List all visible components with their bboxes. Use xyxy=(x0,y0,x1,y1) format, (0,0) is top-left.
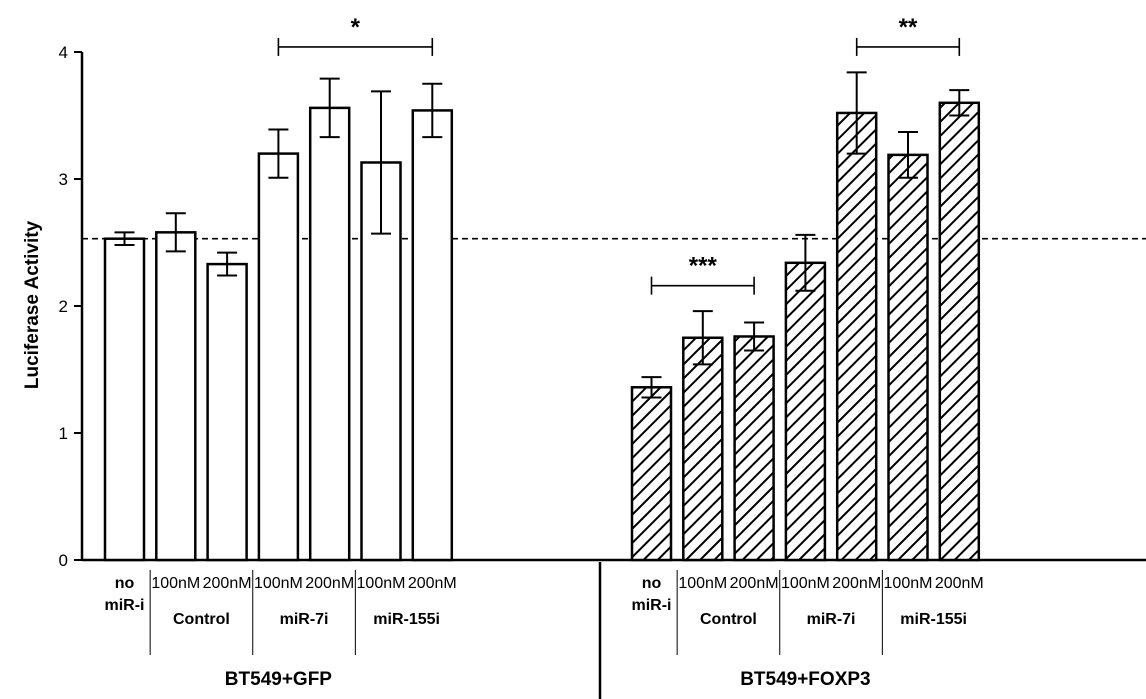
bar xyxy=(835,111,878,562)
category-label: 100nM xyxy=(357,575,406,592)
category-label: 100nM xyxy=(884,575,933,592)
subgroup-label: Control xyxy=(173,611,230,628)
y-tick-label: 4 xyxy=(59,43,68,62)
group-label: BT549+FOXP3 xyxy=(740,669,870,690)
category-label: 200nM xyxy=(305,575,354,592)
significance-markers: ****** xyxy=(277,14,961,295)
category-label: miR-i xyxy=(105,597,145,614)
bar xyxy=(155,231,197,562)
y-tick-label: 3 xyxy=(59,170,68,189)
category-label: miR-i xyxy=(632,597,672,614)
bars xyxy=(103,71,981,562)
category-label: 200nM xyxy=(935,575,984,592)
significance-label: ** xyxy=(899,14,918,41)
category-label: 100nM xyxy=(254,575,303,592)
category-label: 200nM xyxy=(203,575,252,592)
category-label: 200nM xyxy=(730,575,779,592)
category-label: 100nM xyxy=(781,575,830,592)
subgroup-label: miR-7i xyxy=(807,611,856,628)
subgroup-label: miR-155i xyxy=(900,611,967,628)
group-label: BT549+GFP xyxy=(225,669,333,690)
bar xyxy=(630,386,673,562)
category-label: no xyxy=(642,575,662,592)
category-label: 100nM xyxy=(151,575,200,592)
bar xyxy=(682,336,724,562)
y-tick-label: 2 xyxy=(59,297,68,316)
subgroup-label: miR-7i xyxy=(280,611,329,628)
category-label: 200nM xyxy=(408,575,457,592)
bar xyxy=(938,101,981,562)
bar xyxy=(257,152,300,562)
bar xyxy=(887,153,929,562)
category-label: 100nM xyxy=(678,575,727,592)
bar xyxy=(308,106,351,562)
bar xyxy=(206,262,248,562)
bar xyxy=(733,335,775,562)
bar xyxy=(103,237,146,562)
y-axis-label: Luciferase Activity xyxy=(22,220,43,389)
significance-label: * xyxy=(351,14,361,41)
subgroup-label: miR-155i xyxy=(373,611,440,628)
subgroup-label: Control xyxy=(700,611,757,628)
y-tick-label: 1 xyxy=(59,424,68,443)
bar xyxy=(411,109,454,562)
y-tick-label: 0 xyxy=(59,551,68,570)
bar xyxy=(784,261,827,562)
category-label: no xyxy=(115,575,135,592)
significance-label: *** xyxy=(689,253,718,280)
category-label: 200nM xyxy=(832,575,881,592)
